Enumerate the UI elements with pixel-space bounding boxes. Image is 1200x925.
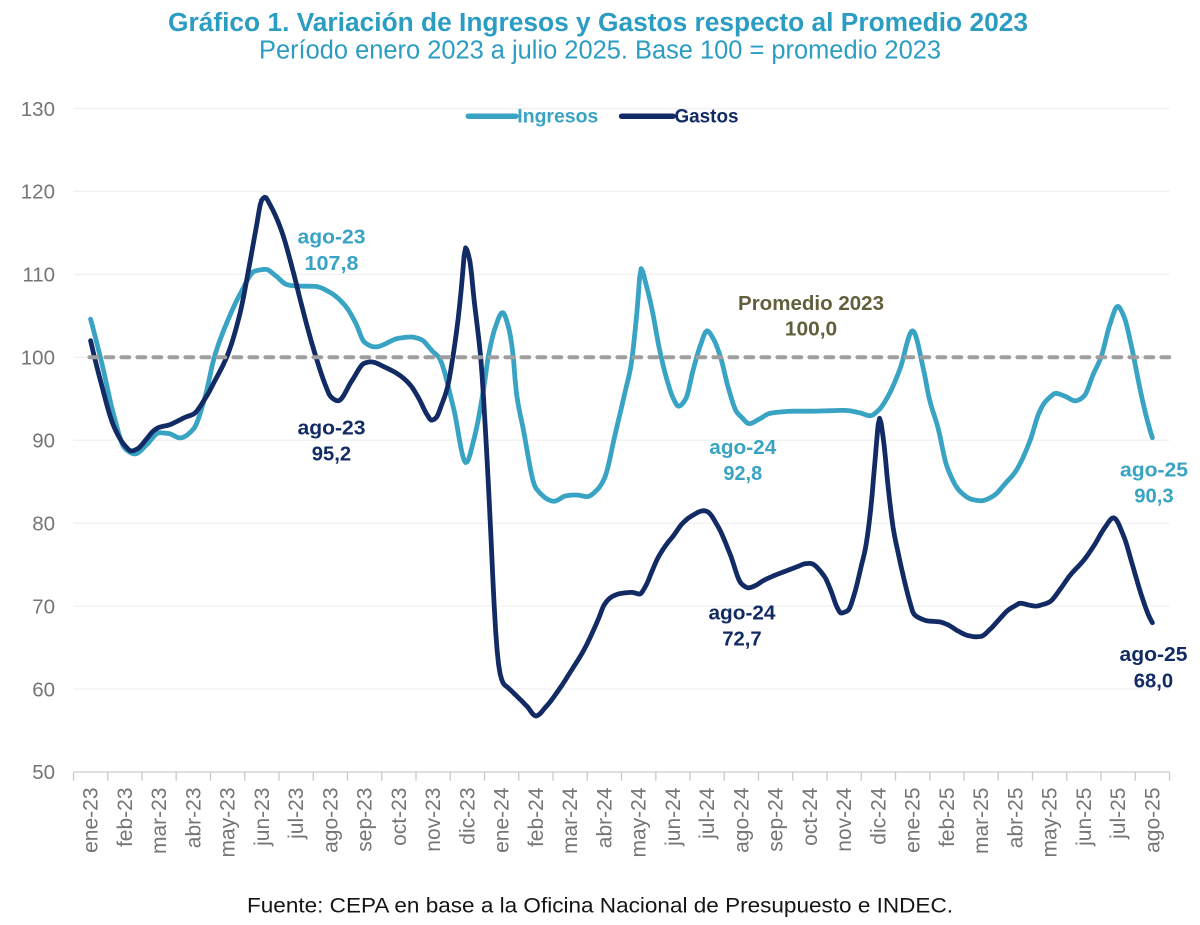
svg-text:mar-24: mar-24 [559,787,582,854]
svg-text:jul-23: jul-23 [285,788,308,840]
svg-text:mar-25: mar-25 [970,788,993,855]
svg-text:50: 50 [32,761,55,784]
svg-text:feb-23: feb-23 [114,788,137,848]
svg-text:ago-25: ago-25 [1120,459,1188,482]
svg-text:Gráfico 1. Variación de Ingres: Gráfico 1. Variación de Ingresos y Gasto… [168,9,1028,37]
svg-text:may-24: may-24 [628,787,651,857]
svg-text:ago-25: ago-25 [1142,788,1165,853]
svg-text:Promedio 2023: Promedio 2023 [738,292,884,315]
svg-text:sep-23: sep-23 [354,788,377,852]
svg-text:100,0: 100,0 [785,317,837,340]
svg-text:72,7: 72,7 [722,628,762,651]
svg-text:Ingresos: Ingresos [517,105,598,127]
svg-text:130: 130 [21,98,55,121]
svg-text:107,8: 107,8 [305,252,359,275]
svg-text:abr-23: abr-23 [183,788,206,849]
svg-text:ene-23: ene-23 [80,788,103,853]
svg-text:95,2: 95,2 [312,443,351,466]
svg-text:68,0: 68,0 [1134,670,1173,693]
svg-text:90,3: 90,3 [1134,485,1173,508]
svg-text:ago-25: ago-25 [1120,643,1188,666]
svg-text:110: 110 [22,264,55,287]
svg-text:oct-23: oct-23 [388,788,411,846]
svg-text:ago-23: ago-23 [320,788,343,853]
svg-text:120: 120 [21,181,55,204]
svg-text:Gastos: Gastos [675,105,739,127]
svg-text:jul-25: jul-25 [1107,788,1130,840]
svg-text:jul-24: jul-24 [696,787,719,840]
svg-text:oct-24: oct-24 [799,787,822,846]
svg-text:ago-23: ago-23 [298,416,366,439]
svg-text:ene-25: ene-25 [902,788,925,853]
svg-text:60: 60 [32,678,55,701]
svg-text:70: 70 [32,595,55,618]
svg-text:ago-24: ago-24 [709,602,777,625]
svg-text:ago-24: ago-24 [709,436,777,459]
svg-text:jun-25: jun-25 [1073,788,1096,847]
svg-text:jun-23: jun-23 [251,788,274,847]
svg-text:nov-24: nov-24 [833,787,856,852]
svg-text:abr-25: abr-25 [1005,788,1028,849]
svg-text:dic-23: dic-23 [457,788,480,845]
svg-text:ago-23: ago-23 [298,226,366,249]
svg-text:ene-24: ene-24 [491,787,514,853]
svg-text:feb-24: feb-24 [525,787,548,847]
svg-text:100: 100 [21,347,55,370]
svg-text:dic-24: dic-24 [868,787,891,845]
svg-text:90: 90 [32,430,55,453]
svg-text:sep-24: sep-24 [765,787,788,852]
svg-text:80: 80 [32,513,55,536]
svg-text:may-23: may-23 [217,788,240,858]
svg-text:Fuente: CEPA en base a la Ofic: Fuente: CEPA en base a la Oficina Nacion… [247,894,953,918]
svg-text:nov-23: nov-23 [422,788,445,852]
svg-text:may-25: may-25 [1039,788,1062,858]
svg-text:mar-23: mar-23 [148,788,171,855]
svg-text:jun-24: jun-24 [662,787,685,847]
svg-text:abr-24: abr-24 [594,787,617,848]
svg-text:feb-25: feb-25 [936,788,959,848]
svg-text:92,8: 92,8 [723,462,762,485]
svg-text:ago-24: ago-24 [731,787,754,853]
svg-text:Período enero 2023 a julio 202: Período enero 2023 a julio 2025. Base 10… [259,37,941,65]
